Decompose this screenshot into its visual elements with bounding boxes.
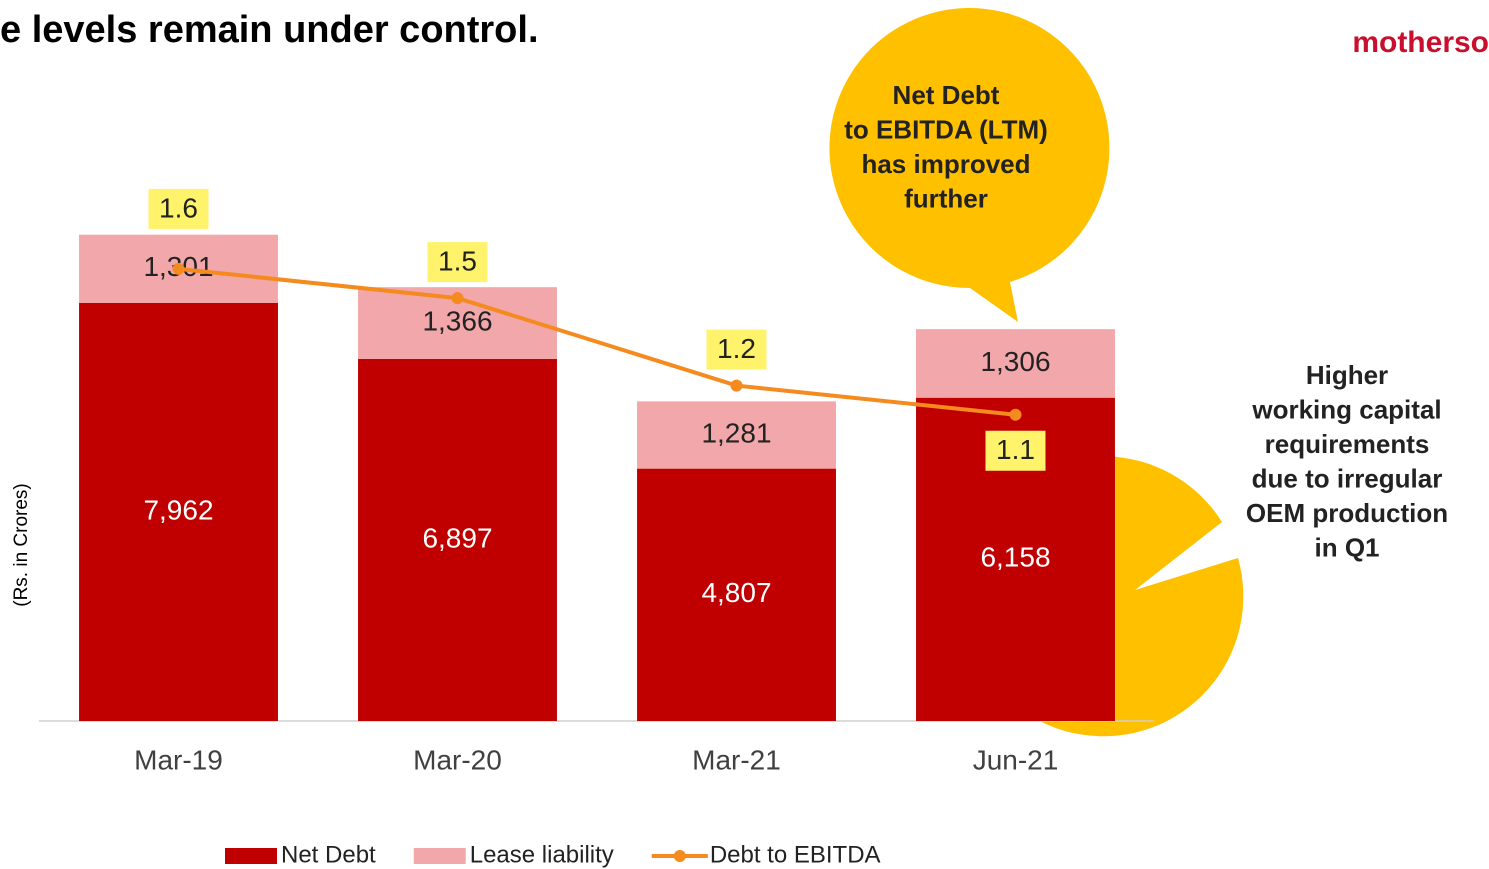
legend-swatch <box>673 850 686 862</box>
callout-text: OEM production <box>1246 498 1448 528</box>
chart-title: e levels remain under control. <box>0 9 539 51</box>
line-value-label: 1.1 <box>996 434 1035 465</box>
callout-text: to EBITDA (LTM) <box>844 114 1048 144</box>
line-point <box>172 262 185 275</box>
callout-bubble <box>829 8 1110 323</box>
logo: motherso <box>1352 26 1489 59</box>
line-value-label: 1.5 <box>438 245 477 276</box>
bar-value-label: 4,807 <box>701 577 771 608</box>
bar-segment <box>637 401 836 469</box>
legend-swatch <box>225 848 277 864</box>
bar-segment <box>916 329 1115 398</box>
y-axis-label: (Rs. in Crores) <box>11 483 32 607</box>
callout-text: working capital <box>1251 394 1441 424</box>
bar-value-label: 1,281 <box>701 417 771 448</box>
bar-segment <box>79 302 278 721</box>
line-point <box>451 292 464 305</box>
line-point <box>730 379 743 392</box>
line-label-box <box>427 242 488 283</box>
bar-value-label: 7,962 <box>143 494 213 525</box>
x-tick-label: Mar-21 <box>692 744 781 775</box>
bar-value-label: 1,366 <box>422 305 492 336</box>
legend-label: Debt to EBITDA <box>710 841 881 868</box>
line-point <box>1009 408 1022 421</box>
line-value-label: 1.2 <box>717 333 756 364</box>
x-tick-label: Jun-21 <box>973 744 1059 775</box>
legend-label: Net Debt <box>281 841 376 868</box>
line-label-box <box>985 430 1046 471</box>
line-value-label: 1.6 <box>159 192 198 223</box>
x-tick-label: Mar-20 <box>413 744 502 775</box>
line-label-box <box>706 329 767 370</box>
callout-text: due to irregular <box>1252 463 1443 493</box>
bar-segment <box>358 358 557 721</box>
bar-value-label: 6,158 <box>980 542 1050 573</box>
callout-text: in Q1 <box>1314 532 1379 562</box>
legend-swatch <box>413 848 466 864</box>
callout-text: has improved <box>861 149 1030 179</box>
callout-text: Net Debt <box>893 80 1000 110</box>
bar-segment <box>637 468 836 721</box>
bar-value-label: 1,306 <box>980 346 1050 377</box>
legend-label: Lease liability <box>470 841 614 868</box>
callout-text: Higher <box>1306 360 1388 390</box>
bar-value-label: 6,897 <box>422 522 492 553</box>
callout-text: further <box>904 183 988 213</box>
line <box>178 266 1016 417</box>
callout-text: requirements <box>1265 429 1430 459</box>
x-tick-label: Mar-19 <box>134 744 223 775</box>
line-label-box <box>148 188 209 229</box>
